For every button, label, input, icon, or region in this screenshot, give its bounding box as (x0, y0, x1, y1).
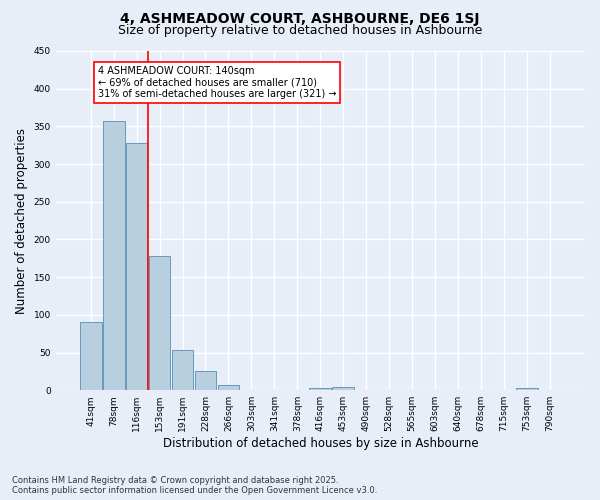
Bar (194, 372, 217, 390)
Bar (80, 322, 101, 390)
Bar (125, 143, 148, 390)
Y-axis label: Number of detached properties: Number of detached properties (15, 128, 28, 314)
Text: Contains HM Land Registry data © Crown copyright and database right 2025.
Contai: Contains HM Land Registry data © Crown c… (12, 476, 377, 495)
Bar (149, 256, 170, 390)
Bar (172, 350, 193, 390)
Bar (332, 387, 354, 390)
Text: 4 ASHMEADOW COURT: 140sqm
← 69% of detached houses are smaller (710)
31% of semi: 4 ASHMEADOW COURT: 140sqm ← 69% of detac… (98, 66, 336, 100)
Bar (218, 385, 239, 390)
Text: 4, ASHMEADOW COURT, ASHBOURNE, DE6 1SJ: 4, ASHMEADOW COURT, ASHBOURNE, DE6 1SJ (120, 12, 480, 26)
Bar (310, 388, 331, 390)
Text: Size of property relative to detached houses in Ashbourne: Size of property relative to detached ho… (118, 24, 482, 37)
X-axis label: Distribution of detached houses by size in Ashbourne: Distribution of detached houses by size … (163, 437, 478, 450)
Bar (103, 121, 125, 390)
Bar (516, 388, 538, 390)
